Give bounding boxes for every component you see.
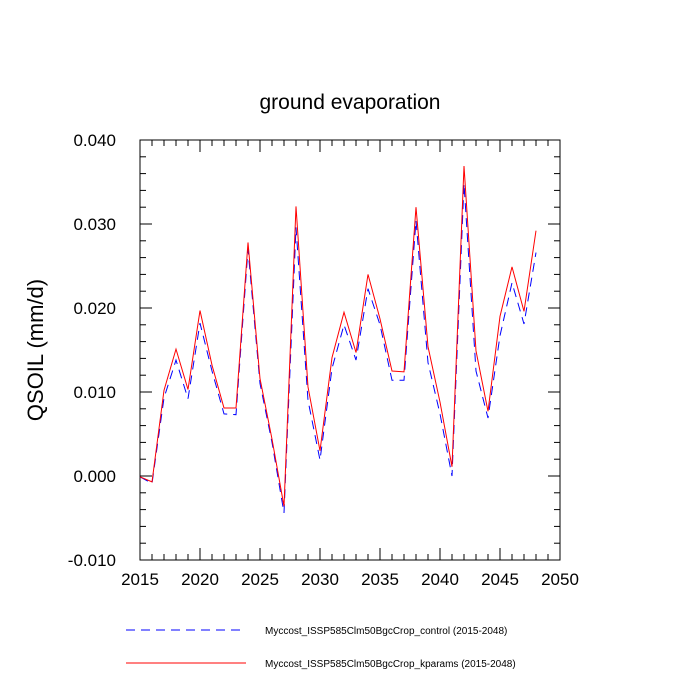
legend-label-kparams: Myccost_ISSP585Clm50BgcCrop_kparams (201… [265, 659, 516, 670]
y-axis-label: QSOIL (mm/d) [23, 279, 48, 421]
y-tick-label: -0.010 [68, 551, 116, 570]
x-tick-label: 2035 [361, 570, 399, 589]
y-tick-label: 0.010 [73, 383, 116, 402]
y-tick-label: 0.040 [73, 131, 116, 150]
x-tick-label: 2045 [481, 570, 519, 589]
axis-ticks [139, 139, 561, 561]
y-tick-label: 0.030 [73, 215, 116, 234]
x-tick-label: 2020 [181, 570, 219, 589]
y-tick-label: 0.000 [73, 467, 116, 486]
series-lines [139, 166, 537, 514]
x-tick-label: 2030 [301, 570, 339, 589]
x-tick-label: 2050 [541, 570, 579, 589]
x-tick-label: 2040 [421, 570, 459, 589]
legend-label-control: Myccost_ISSP585Clm50BgcCrop_control (201… [265, 626, 507, 637]
y-tick-label: 0.020 [73, 299, 116, 318]
series-line-control [139, 183, 537, 514]
series-line-kparams [139, 166, 537, 507]
x-tick-label: 2015 [121, 570, 159, 589]
legend: Myccost_ISSP585Clm50BgcCrop_control (201… [126, 626, 516, 670]
chart-title: ground evaporation [260, 91, 441, 114]
plot-frame [139, 139, 561, 561]
axis-tick-labels: 2015 2020 2025 2030 2035 2040 2045 2050 -0.010 0.… [68, 131, 579, 589]
x-tick-label: 2025 [241, 570, 279, 589]
